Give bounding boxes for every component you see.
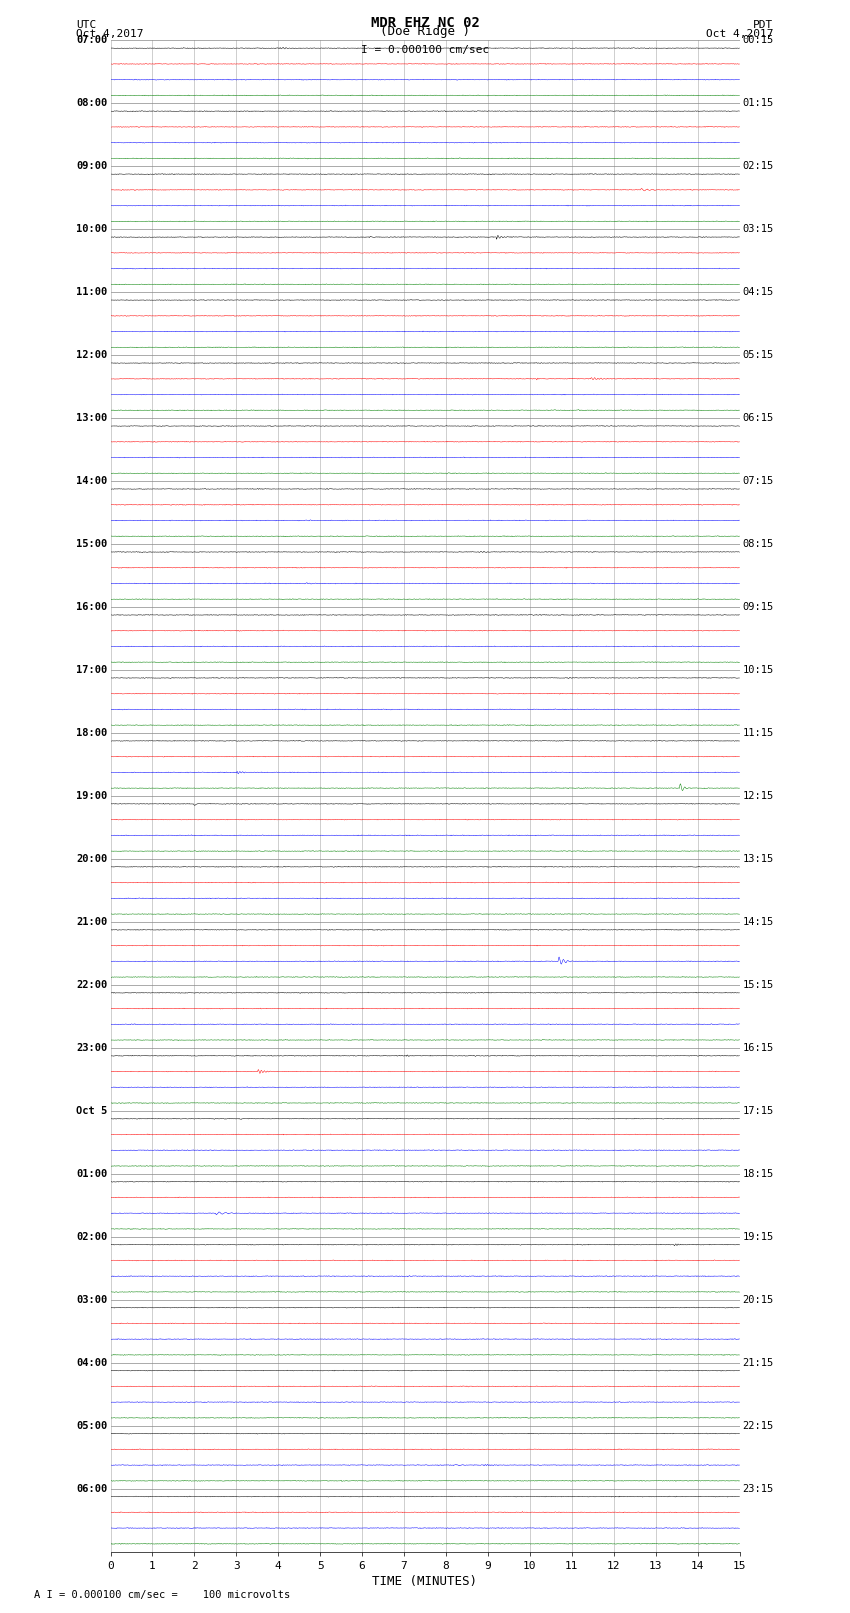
Text: 20:00: 20:00 [76, 853, 107, 865]
Text: 15:00: 15:00 [76, 539, 107, 548]
Text: 02:00: 02:00 [76, 1232, 107, 1242]
Text: 17:00: 17:00 [76, 665, 107, 676]
Text: 05:15: 05:15 [743, 350, 774, 360]
Text: 10:15: 10:15 [743, 665, 774, 676]
Text: 14:00: 14:00 [76, 476, 107, 486]
Text: 17:15: 17:15 [743, 1107, 774, 1116]
Text: MDR EHZ NC 02: MDR EHZ NC 02 [371, 16, 479, 31]
Text: 12:00: 12:00 [76, 350, 107, 360]
Text: 11:15: 11:15 [743, 727, 774, 739]
Text: 10:00: 10:00 [76, 224, 107, 234]
Text: 08:15: 08:15 [743, 539, 774, 548]
Text: 12:15: 12:15 [743, 790, 774, 802]
Text: 03:00: 03:00 [76, 1295, 107, 1305]
Text: 03:15: 03:15 [743, 224, 774, 234]
Text: 21:00: 21:00 [76, 916, 107, 927]
Text: 23:15: 23:15 [743, 1484, 774, 1494]
Text: 20:15: 20:15 [743, 1295, 774, 1305]
Text: UTC: UTC [76, 19, 97, 31]
Text: 02:15: 02:15 [743, 161, 774, 171]
X-axis label: TIME (MINUTES): TIME (MINUTES) [372, 1574, 478, 1587]
Text: 04:15: 04:15 [743, 287, 774, 297]
Text: 04:00: 04:00 [76, 1358, 107, 1368]
Text: 18:15: 18:15 [743, 1169, 774, 1179]
Text: 01:15: 01:15 [743, 98, 774, 108]
Text: I = 0.000100 cm/sec: I = 0.000100 cm/sec [361, 45, 489, 55]
Text: 19:00: 19:00 [76, 790, 107, 802]
Text: 11:00: 11:00 [76, 287, 107, 297]
Text: 00:15: 00:15 [743, 35, 774, 45]
Text: 13:00: 13:00 [76, 413, 107, 423]
Text: 14:15: 14:15 [743, 916, 774, 927]
Text: 06:00: 06:00 [76, 1484, 107, 1494]
Text: Oct 4,2017: Oct 4,2017 [706, 29, 774, 39]
Text: 22:00: 22:00 [76, 981, 107, 990]
Text: Oct 4,2017: Oct 4,2017 [76, 29, 144, 39]
Text: 08:00: 08:00 [76, 98, 107, 108]
Text: 05:00: 05:00 [76, 1421, 107, 1431]
Text: PDT: PDT [753, 19, 774, 31]
Text: (Doe Ridge ): (Doe Ridge ) [380, 24, 470, 37]
Text: A I = 0.000100 cm/sec =    100 microvolts: A I = 0.000100 cm/sec = 100 microvolts [34, 1590, 290, 1600]
Text: 07:00: 07:00 [76, 35, 107, 45]
Text: 21:15: 21:15 [743, 1358, 774, 1368]
Text: 09:00: 09:00 [76, 161, 107, 171]
Text: 13:15: 13:15 [743, 853, 774, 865]
Text: 01:00: 01:00 [76, 1169, 107, 1179]
Text: 09:15: 09:15 [743, 602, 774, 611]
Text: 15:15: 15:15 [743, 981, 774, 990]
Text: 06:15: 06:15 [743, 413, 774, 423]
Text: 23:00: 23:00 [76, 1044, 107, 1053]
Text: 16:15: 16:15 [743, 1044, 774, 1053]
Text: 22:15: 22:15 [743, 1421, 774, 1431]
Text: Oct 5: Oct 5 [76, 1107, 107, 1116]
Text: 19:15: 19:15 [743, 1232, 774, 1242]
Text: 16:00: 16:00 [76, 602, 107, 611]
Text: 07:15: 07:15 [743, 476, 774, 486]
Text: 18:00: 18:00 [76, 727, 107, 739]
